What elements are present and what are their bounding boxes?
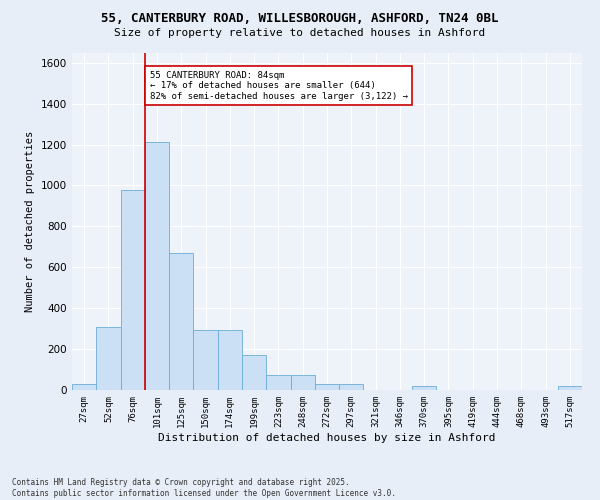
Bar (193, 330, 218, 390)
Y-axis label: Number of detached properties: Number of detached properties (25, 130, 35, 312)
Bar (145, 142, 169, 390)
Bar (412, 386, 436, 390)
Bar (218, 330, 242, 390)
Text: Size of property relative to detached houses in Ashford: Size of property relative to detached ho… (115, 28, 485, 38)
Bar (72, 384, 96, 390)
X-axis label: Distribution of detached houses by size in Ashford: Distribution of detached houses by size … (158, 432, 496, 442)
Bar (558, 386, 582, 390)
Bar (96, 326, 121, 390)
Bar (339, 384, 364, 390)
Bar (169, 253, 193, 390)
Text: 55, CANTERBURY ROAD, WILLESBOROUGH, ASHFORD, TN24 0BL: 55, CANTERBURY ROAD, WILLESBOROUGH, ASHF… (101, 12, 499, 26)
Bar (266, 374, 290, 390)
Bar (290, 374, 315, 390)
Text: Contains HM Land Registry data © Crown copyright and database right 2025.
Contai: Contains HM Land Registry data © Crown c… (12, 478, 396, 498)
Bar (121, 190, 145, 390)
Bar (315, 384, 339, 390)
Text: 55 CANTERBURY ROAD: 84sqm
← 17% of detached houses are smaller (644)
82% of semi: 55 CANTERBURY ROAD: 84sqm ← 17% of detac… (150, 71, 408, 101)
Bar (242, 355, 266, 390)
